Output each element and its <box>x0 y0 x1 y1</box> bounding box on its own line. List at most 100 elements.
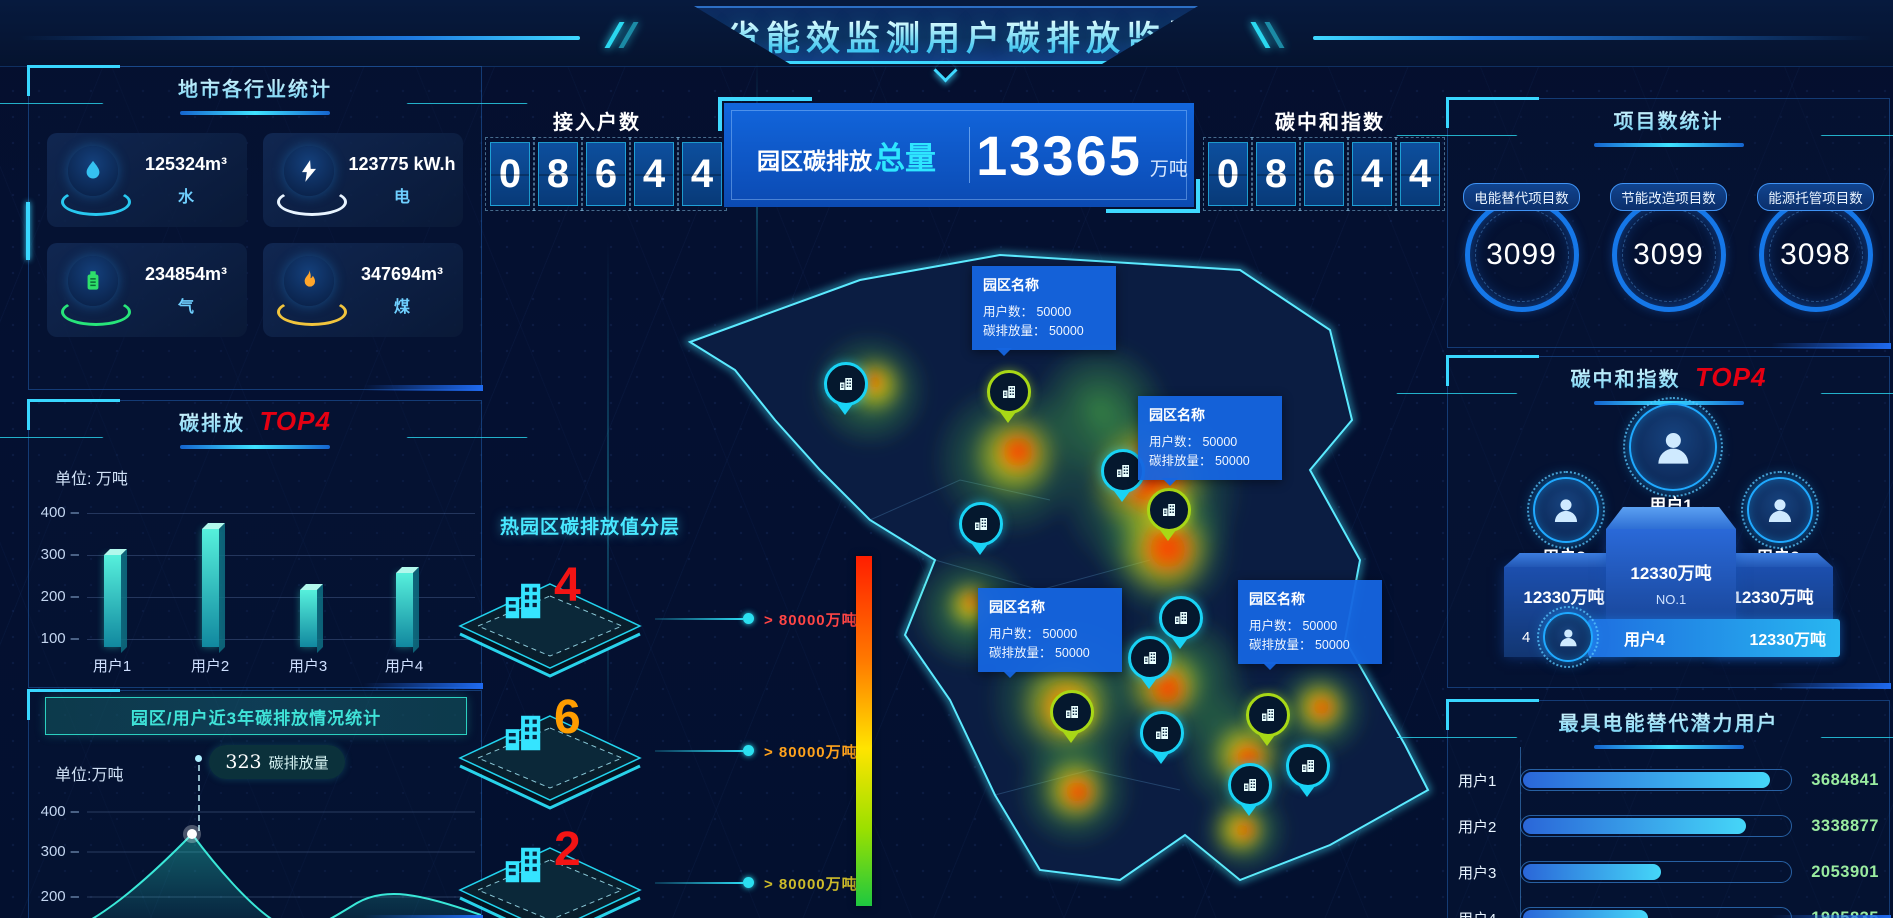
potential-user-row: 用户2 3338877 <box>1458 803 1879 849</box>
gridline <box>87 639 475 640</box>
project-stat: 能源托管项目数 3098 <box>1749 183 1883 312</box>
ytick-label: 200 <box>35 588 79 605</box>
park-map-pin[interactable] <box>1147 488 1191 544</box>
header-banner: 全省能效监测用户碳排放监控 <box>694 6 1198 64</box>
counter-digit: 0 <box>1203 137 1253 211</box>
project-stat: 电能替代项目数 3099 <box>1455 183 1589 312</box>
building-icon <box>987 370 1031 414</box>
panel-industry-stats: 地市各行业统计 125324m³ 水 123775 kW.h 电 234854m³ 气 34… <box>26 65 483 391</box>
project-count-circle: 3099 <box>1464 198 1579 312</box>
industry-card: 234854m³ 气 <box>47 243 247 337</box>
panel-projects: 项目数统计 电能替代项目数 3099 节能改造项目数 3099 能源托管项目数 3098 <box>1446 97 1891 349</box>
industry-card-value: 125324m³ <box>144 153 228 174</box>
total-prefix: 园区碳排放 <box>757 147 872 174</box>
emission-layer-platform: 2 > 80000万吨 <box>450 820 880 918</box>
layer-threshold-label: > 80000万吨 <box>764 744 858 761</box>
park-map-pin[interactable] <box>1128 636 1172 692</box>
layer-count: 4 <box>554 559 581 612</box>
park-map-pin[interactable] <box>1159 596 1203 652</box>
park-map-pin[interactable] <box>1246 693 1290 749</box>
industry-card-meta: 347694m³ 煤 <box>347 264 457 317</box>
panel-neutrality-head: 碳中和指数 TOP4 <box>1448 361 1889 405</box>
potential-user-value: 1905835 <box>1811 908 1879 918</box>
total-divider <box>969 127 970 183</box>
building-icon <box>1286 744 1330 788</box>
counter-digit: 8 <box>533 137 583 211</box>
park-map-pin[interactable] <box>1050 690 1094 746</box>
project-label-badge: 电能替代项目数 <box>1463 183 1580 211</box>
industry-card-meta: 234854m³ 气 <box>131 264 241 317</box>
history-tooltip: 323 碳排放量 <box>209 745 345 779</box>
park-map-pin[interactable] <box>1101 449 1145 505</box>
layer-threshold-label: > 80000万吨 <box>764 612 858 629</box>
park-tooltip-users: 用户数： 50000 <box>983 305 1072 319</box>
counter-digit: 8 <box>1251 137 1301 211</box>
layer-connector-line <box>655 750 743 752</box>
park-tooltip-title: 园区名称 <box>1249 591 1305 607</box>
building-icon <box>500 842 546 893</box>
panel-emission-top4-accent: TOP4 <box>259 406 331 436</box>
park-map-pin[interactable] <box>1228 763 1272 819</box>
potential-user-value: 3338877 <box>1811 816 1879 835</box>
gridline <box>87 513 475 514</box>
history-ytick-label: 400 <box>35 803 79 820</box>
park-map-pin[interactable] <box>987 370 1031 426</box>
flame-icon <box>275 250 347 330</box>
title-underline <box>1593 143 1744 147</box>
emission-bar <box>300 590 317 647</box>
rank4-avatar <box>1537 606 1599 668</box>
podium-top-face <box>1606 507 1736 529</box>
park-tooltip: 园区名称用户数： 50000 碳排放量： 50000 <box>1138 396 1282 485</box>
layer-connector-dot <box>743 877 754 888</box>
potential-user-row: 用户4 1905835 <box>1458 895 1879 918</box>
potential-user-name: 用户3 <box>1458 864 1497 882</box>
emission-layer-platform: 6 > 80000万吨 <box>450 688 880 820</box>
building-icon <box>1147 488 1191 532</box>
history-banner-button[interactable]: 园区/用户近3年碳排放情况统计 <box>45 697 467 735</box>
potential-bar-track <box>1520 769 1792 791</box>
header-decor-right <box>1313 36 1873 40</box>
potential-user-row: 用户1 3684841 <box>1458 757 1879 803</box>
park-tooltip-users: 用户数： 50000 <box>1149 435 1238 449</box>
industry-card-meta: 123775 kW.h 电 <box>347 154 457 207</box>
building-icon <box>1128 636 1172 680</box>
emission-bar <box>104 555 121 647</box>
park-tooltip: 园区名称 用户数： 50000 碳排放量： 50000 <box>978 588 1122 677</box>
building-icon <box>500 710 546 761</box>
panel-projects-head: 项目数统计 <box>1448 103 1889 147</box>
park-map-pin[interactable] <box>1140 711 1184 767</box>
layer-connector-line <box>655 618 743 620</box>
park-tooltip-title: 园区名称 <box>983 277 1039 293</box>
podium-top-face <box>1713 553 1833 567</box>
industry-card-label: 电 <box>393 188 410 206</box>
park-map-pin[interactable] <box>1286 744 1330 800</box>
industry-card: 125324m³ 水 <box>47 133 247 227</box>
project-label-badge: 节能改造项目数 <box>1610 183 1727 211</box>
project-circle-row: 电能替代项目数 3099 节能改造项目数 3099 能源托管项目数 3098 <box>1448 183 1889 312</box>
park-tooltip-users: 用户数： 50000 <box>989 627 1078 641</box>
layer-count: 6 <box>554 691 581 744</box>
industry-card: 123775 kW.h 电 <box>263 133 463 227</box>
layer-count: 2 <box>554 823 581 876</box>
emission-bar <box>396 573 413 647</box>
park-map-pin[interactable] <box>959 502 1003 558</box>
potential-bar-fill <box>1523 818 1747 834</box>
park-tooltip-emission: 碳排放量： 50000 <box>1149 453 1250 468</box>
potential-bar-track <box>1520 907 1792 918</box>
park-map-pin[interactable] <box>824 362 868 418</box>
water-drop-icon <box>59 140 131 220</box>
total-value-group: 13365 万吨 <box>970 123 1194 188</box>
counter-digit: 4 <box>1395 137 1445 211</box>
gridline <box>87 555 475 556</box>
podium-top-face <box>1504 553 1624 567</box>
panel-industry-head: 地市各行业统计 <box>29 71 481 115</box>
building-icon <box>1246 693 1290 737</box>
park-tooltip-title: 园区名称 <box>1149 407 1205 423</box>
panel-emission-top4: 碳排放 TOP4 单位: 万吨 400 300 200 100 用户1 用户2 用户3 用户4 <box>27 399 483 689</box>
panel-history: 园区/用户近3年碳排放情况统计 单位:万吨 323 碳排放量 400 300 200 <box>27 689 483 918</box>
potential-user-name: 用户2 <box>1458 818 1497 836</box>
project-stat: 节能改造项目数 3099 <box>1602 183 1736 312</box>
rank1-rank: NO.1 <box>1655 592 1687 607</box>
history-ytick-label: 300 <box>35 843 79 860</box>
